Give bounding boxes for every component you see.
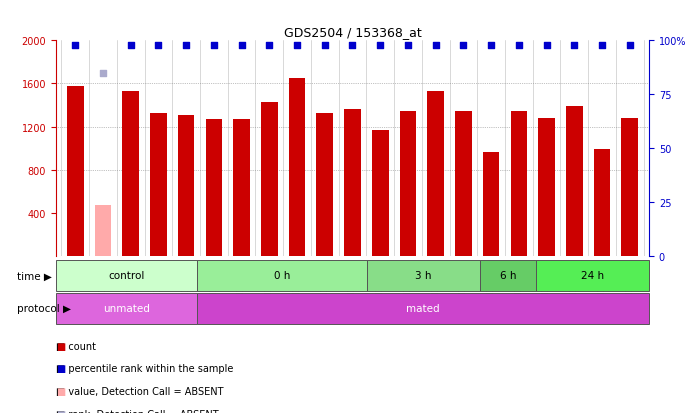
Bar	[289, 79, 305, 256]
Point	[402, 42, 413, 49]
Point	[624, 42, 635, 49]
Text: ■: ■	[56, 409, 65, 413]
Text: control: control	[108, 271, 144, 281]
Point	[236, 42, 247, 49]
Point	[153, 42, 164, 49]
Text: ■ value, Detection Call = ABSENT: ■ value, Detection Call = ABSENT	[56, 386, 223, 396]
Text: protocol ▶: protocol ▶	[17, 304, 71, 314]
Text: 0 h: 0 h	[274, 271, 290, 281]
Point	[208, 42, 219, 49]
Text: 3 h: 3 h	[415, 271, 431, 281]
FancyBboxPatch shape	[56, 260, 197, 291]
Bar	[510, 112, 527, 256]
Text: ■ rank, Detection Call = ABSENT: ■ rank, Detection Call = ABSENT	[56, 409, 218, 413]
Bar	[400, 112, 416, 256]
Text: 6 h: 6 h	[500, 271, 516, 281]
FancyBboxPatch shape	[56, 293, 197, 324]
Bar	[372, 131, 389, 256]
Point	[70, 42, 81, 49]
Point	[98, 70, 109, 77]
Point	[541, 42, 552, 49]
Point	[430, 42, 441, 49]
Bar	[67, 86, 84, 256]
Text: mated: mated	[406, 304, 440, 314]
Point	[347, 42, 358, 49]
Bar	[483, 153, 500, 256]
Bar	[344, 110, 361, 256]
Bar	[427, 92, 444, 256]
Bar	[150, 113, 167, 256]
Point	[458, 42, 469, 49]
Text: ■ percentile rank within the sample: ■ percentile rank within the sample	[56, 363, 233, 373]
FancyBboxPatch shape	[197, 260, 366, 291]
Point	[181, 42, 192, 49]
Bar	[594, 150, 610, 256]
Text: time ▶: time ▶	[17, 271, 52, 281]
Bar	[95, 206, 111, 256]
Text: unmated: unmated	[103, 304, 150, 314]
Point	[569, 42, 580, 49]
Bar	[122, 92, 139, 256]
Bar	[538, 119, 555, 256]
Text: ■: ■	[56, 386, 65, 396]
Text: ■: ■	[56, 363, 65, 373]
Point	[513, 42, 524, 49]
Point	[486, 42, 497, 49]
Text: 24 h: 24 h	[581, 271, 604, 281]
Point	[125, 42, 136, 49]
Bar	[178, 115, 195, 256]
Bar	[621, 119, 638, 256]
Bar	[205, 120, 222, 256]
Bar	[261, 102, 278, 256]
Bar	[455, 112, 472, 256]
Point	[319, 42, 330, 49]
Title: GDS2504 / 153368_at: GDS2504 / 153368_at	[283, 26, 422, 39]
Text: ■: ■	[56, 341, 65, 351]
FancyBboxPatch shape	[536, 260, 649, 291]
Point	[375, 42, 386, 49]
Text: ■ count: ■ count	[56, 341, 96, 351]
FancyBboxPatch shape	[366, 260, 480, 291]
Point	[596, 42, 607, 49]
Bar	[566, 107, 583, 256]
Bar	[233, 120, 250, 256]
FancyBboxPatch shape	[197, 293, 649, 324]
Bar	[316, 113, 333, 256]
Point	[292, 42, 303, 49]
Point	[264, 42, 275, 49]
FancyBboxPatch shape	[480, 260, 536, 291]
